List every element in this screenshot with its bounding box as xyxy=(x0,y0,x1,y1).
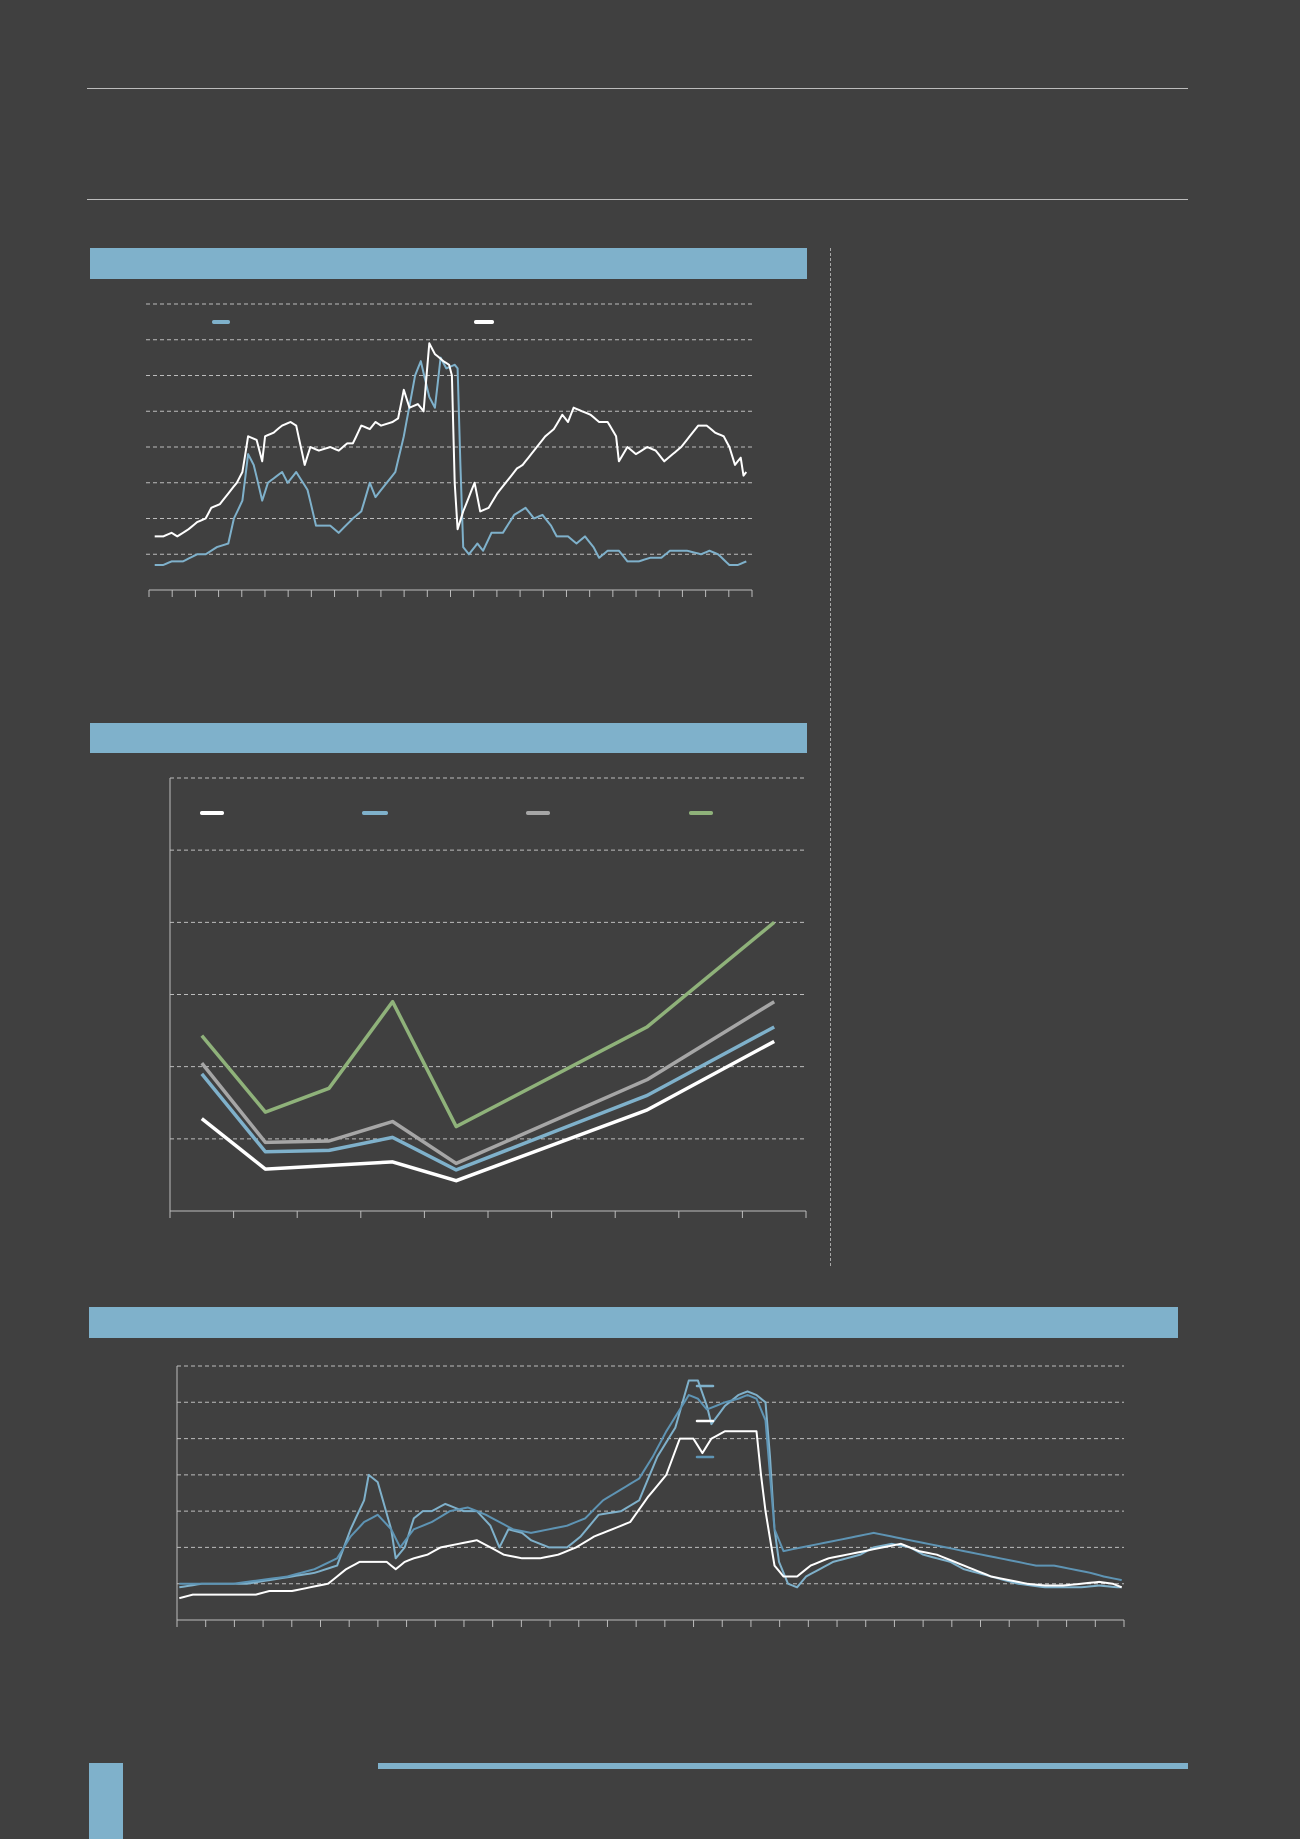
series-line-white xyxy=(200,1039,776,1183)
chart3-title-bar xyxy=(89,1307,1178,1338)
series-line-steel-blue xyxy=(179,1394,1122,1585)
series-line-green xyxy=(200,920,776,1129)
header-top-rule xyxy=(87,88,1188,89)
series-line-white xyxy=(154,342,748,538)
series-line-grey xyxy=(200,1000,776,1166)
series-line-blue xyxy=(200,1025,776,1172)
footer-accent-line xyxy=(378,1763,1188,1769)
series-line-light-blue xyxy=(179,1379,1122,1589)
column-separator xyxy=(830,248,831,1266)
series-line-white xyxy=(179,1430,1123,1600)
chart1-title-bar xyxy=(90,248,807,279)
header-bottom-rule xyxy=(87,199,1188,200)
page-number-tab xyxy=(89,1763,123,1839)
chart2-title-bar xyxy=(90,723,807,753)
